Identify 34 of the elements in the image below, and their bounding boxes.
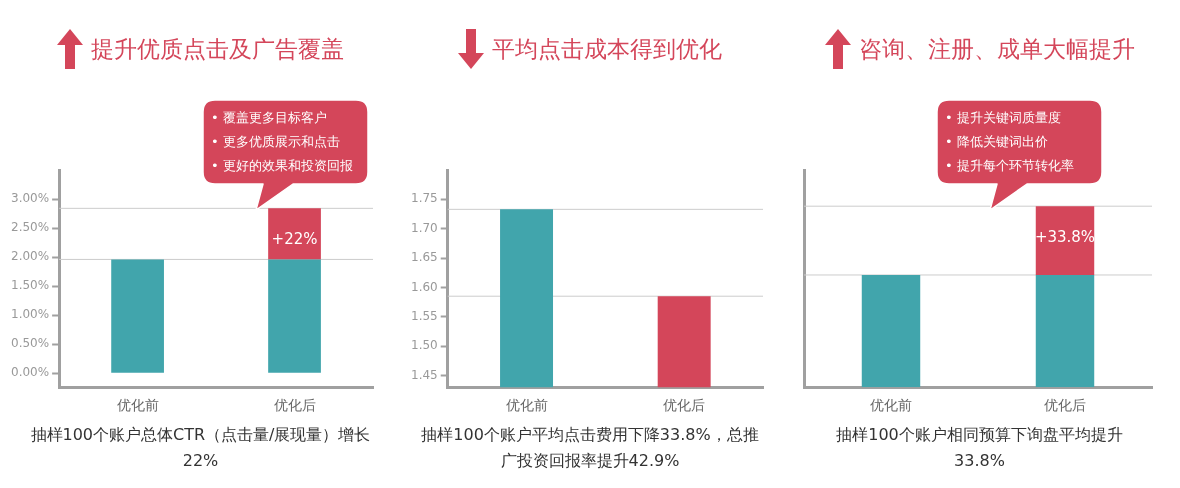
y-tick-label: 1.50	[410, 338, 438, 353]
y-tick-label: 0.00%	[11, 365, 50, 380]
text: • 降低关键词出价	[945, 133, 1049, 151]
y-tick-label: 2.00%	[11, 249, 50, 264]
chart-title: 提升优质点击及广告覆盖	[91, 34, 344, 64]
x-tick-label: 优化后	[1044, 397, 1086, 414]
y-tick-label: 1.75	[410, 191, 438, 206]
x-axis-title: 抽样100个账户相同预算下询盘平均提升33.8%	[835, 424, 1124, 472]
x-tick-label: 优化后	[273, 397, 316, 414]
y-tick-label: 1.60	[410, 279, 438, 294]
y-tick-label: 1.00%	[11, 307, 50, 322]
chart-title: 平均点击成本得到优化	[492, 34, 722, 64]
y-tick-label: 3.00%	[11, 191, 50, 206]
annotation: • 更好的效果和投资回报	[211, 157, 354, 175]
x-tick-label: 优化前	[870, 397, 912, 414]
annotation: +22%	[271, 230, 318, 249]
y-tick-label: 0.50%	[11, 336, 50, 351]
x-axis-title: 抽样100个账户总体CTR（点击量/展现量）增长22%	[29, 424, 372, 472]
y-tick-label: 1.45	[410, 367, 438, 382]
text: • 提升关键词质量度	[945, 109, 1062, 127]
y-tick-label: 1.50%	[11, 278, 50, 293]
x-tick-label: 优化前	[505, 397, 548, 414]
text: • 更多优质展示和点击	[211, 133, 341, 151]
y-tick-label: 2.50%	[11, 220, 50, 235]
y-tick-label: 1.65	[410, 250, 438, 265]
text: • 提升每个环节转化率	[945, 157, 1075, 175]
x-tick-label: 优化前	[116, 397, 159, 414]
x-axis-title: 抽样100个账户平均点击费用下降33.8%，总推广投资回报率提升42.9%	[420, 424, 760, 472]
chart-title: 咨询、注册、成单大幅提升	[858, 34, 1135, 64]
y-tick-label: 1.55	[410, 308, 438, 323]
text: • 覆盖更多目标客户	[211, 109, 328, 127]
y-tick-label: 1.70	[410, 220, 438, 235]
x-tick-label: 优化后	[662, 397, 705, 414]
annotation: +33.8%	[1034, 228, 1096, 247]
